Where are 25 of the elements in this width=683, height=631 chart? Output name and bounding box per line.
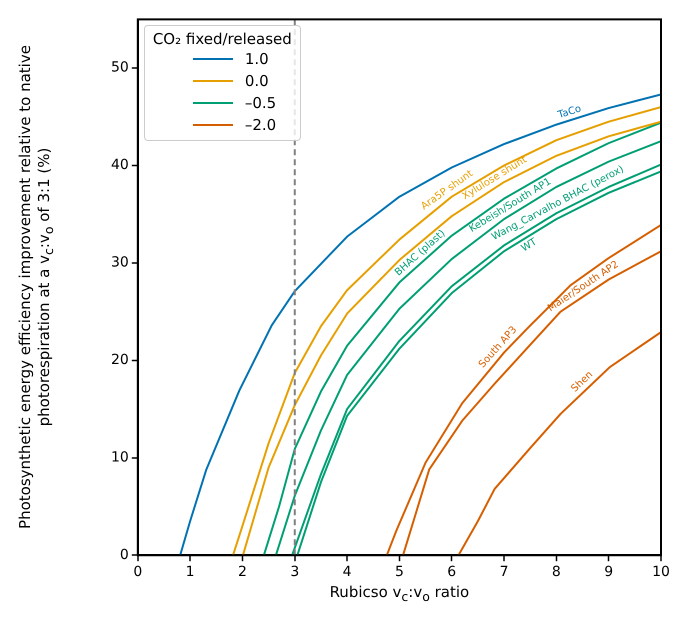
x-tick-label: 5 [394,564,404,580]
x-axis-title: Rubicso v$_{c}$:v$_{o}$ ratio [328,583,470,604]
legend-label: 0.0 [244,72,269,90]
y-tick-label: 20 [110,352,129,368]
x-tick-label: 3 [290,564,300,580]
legend-title: CO₂ fixed/released [152,30,292,48]
x-tick-label: 8 [552,564,561,580]
legend-label: 1.0 [244,50,269,68]
legend-label: –0.5 [244,94,276,112]
y-tick-label: 10 [110,449,129,466]
x-tick-label: 6 [447,564,456,580]
x-tick-label: 2 [238,564,247,580]
x-tick-label: 0 [133,564,142,580]
annotation: WT [520,236,540,254]
x-tick-label: 4 [342,564,352,580]
legend-label: –2.0 [244,116,276,134]
x-tick-label: 7 [500,564,509,580]
y-tick-label: 50 [110,60,129,76]
y-tick-label: 40 [110,157,129,174]
y-tick-label: 30 [110,254,129,271]
annotation: TaCo [556,103,583,122]
y-tick-label: 0 [120,546,129,563]
x-tick-label: 1 [186,564,195,580]
x-tick-label: 10 [652,564,670,580]
x-tick-label: 9 [604,564,614,580]
